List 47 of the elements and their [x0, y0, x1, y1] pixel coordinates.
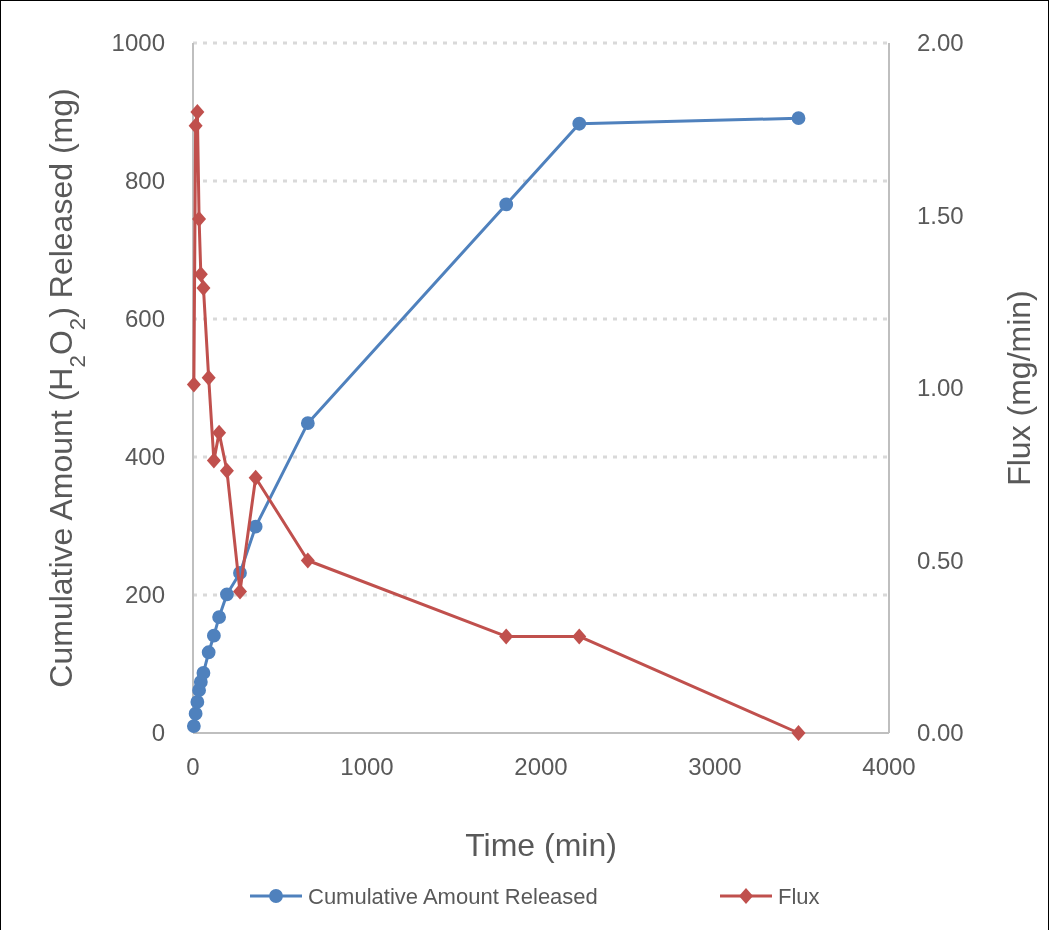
point — [572, 628, 587, 645]
point — [186, 376, 201, 393]
y2-axis-title: Flux (mg/min) — [1001, 290, 1037, 486]
y-tick-label: 800 — [124, 167, 165, 194]
y2-tick-label: 2.00 — [917, 29, 964, 56]
point — [212, 424, 227, 441]
y2-tick-label: 1.00 — [917, 374, 964, 401]
point — [188, 706, 203, 721]
point — [300, 552, 315, 569]
point — [219, 462, 234, 479]
x-tick-label: 2000 — [514, 753, 568, 780]
y-tick-label: 200 — [124, 581, 165, 608]
point — [196, 666, 211, 680]
y-tick-label: 0 — [151, 719, 165, 746]
x-tick-label: 3000 — [688, 753, 742, 780]
point — [192, 210, 207, 227]
point — [791, 111, 806, 126]
y-tick-label: 400 — [124, 443, 165, 470]
point — [220, 587, 234, 602]
point — [248, 519, 263, 534]
point — [499, 628, 514, 645]
point — [212, 610, 227, 624]
point — [791, 725, 806, 741]
legend-label: Flux — [778, 884, 820, 909]
point — [201, 369, 216, 386]
point — [206, 452, 221, 469]
point — [190, 104, 205, 120]
x-tick-label: 0 — [186, 753, 200, 780]
x-tick-label: 4000 — [862, 753, 916, 780]
point — [300, 416, 315, 431]
point — [186, 719, 201, 733]
y-tick-label: 1000 — [111, 29, 165, 56]
point — [206, 628, 221, 643]
point — [190, 695, 205, 709]
point — [572, 116, 587, 131]
point — [499, 197, 514, 212]
legend-label: Cumulative Amount Released — [308, 884, 598, 909]
point — [196, 279, 211, 296]
x-axis-title: Time (min) — [465, 827, 617, 863]
y-tick-label: 600 — [124, 305, 165, 332]
x-tick-label: 1000 — [340, 753, 394, 780]
point — [248, 469, 263, 486]
y2-tick-label: 0.00 — [917, 719, 964, 746]
y2-tick-label: 1.50 — [917, 201, 964, 229]
point — [188, 117, 203, 134]
point — [201, 645, 216, 660]
y2-tick-label: 0.50 — [917, 546, 964, 574]
